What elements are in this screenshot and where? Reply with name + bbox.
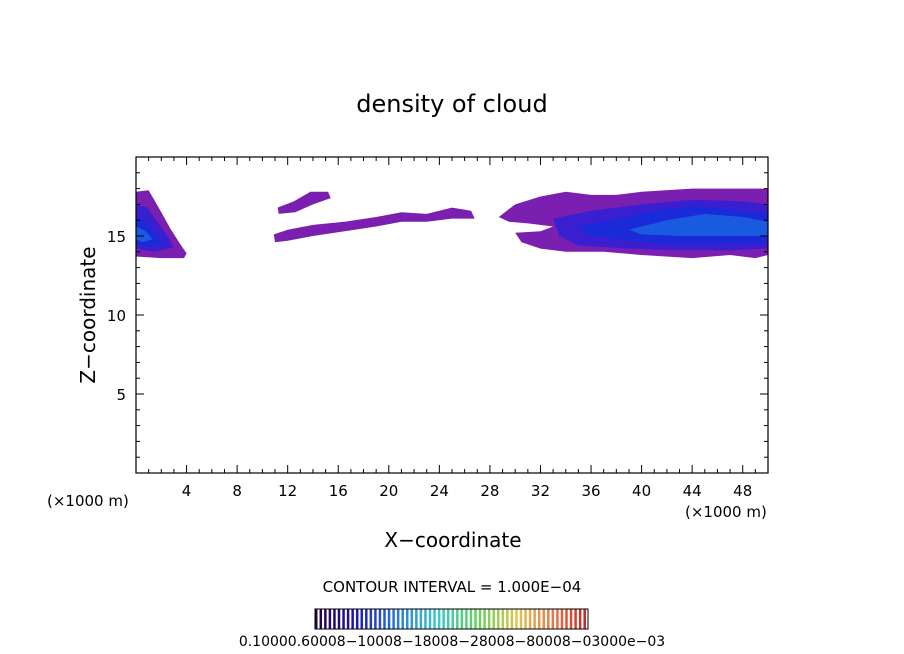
colorbar-swatch — [474, 609, 477, 629]
colorbar-swatch — [337, 609, 341, 629]
colorbar-swatch — [460, 609, 464, 629]
colorbar-swatch — [360, 609, 363, 629]
colorbar-swatch — [378, 609, 382, 629]
x-axis-label: X−coordinate — [384, 528, 521, 552]
colorbar-swatch — [547, 609, 550, 629]
contour-interval-text: CONTOUR INTERVAL = 1.000E−04 — [323, 578, 582, 596]
x-tick-label: 32 — [531, 482, 550, 500]
colorbar-swatch — [424, 609, 427, 629]
colorbar-swatch — [355, 609, 359, 629]
x-tick-label: 40 — [632, 482, 651, 500]
colorbar-swatch — [392, 609, 395, 629]
colorbar-swatch — [442, 609, 445, 629]
colorbar-swatch — [556, 609, 559, 629]
x-tick-label: 44 — [683, 482, 702, 500]
x-tick-label: 8 — [232, 482, 242, 500]
colorbar-swatch — [497, 609, 500, 629]
colorbar-swatch — [583, 609, 586, 629]
colorbar-swatch — [551, 609, 555, 629]
x-unit-label-right: (×1000 m) — [685, 503, 767, 521]
colorbar-swatch — [374, 609, 377, 629]
colorbar-swatch — [492, 609, 495, 629]
colorbar-swatch — [528, 609, 532, 629]
colorbar-swatch — [387, 609, 391, 629]
colorbar-swatch — [383, 609, 386, 629]
colorbar — [314, 608, 589, 630]
colorbar-swatch — [324, 609, 327, 629]
colorbar-swatch — [365, 609, 368, 629]
colorbar-swatch — [524, 609, 527, 629]
colorbar-swatch — [315, 609, 318, 629]
colorbar-swatch — [456, 609, 459, 629]
colorbar-swatch — [537, 609, 541, 629]
colorbar-swatch — [478, 609, 482, 629]
colorbar-swatch — [351, 609, 354, 629]
colorbar-swatch — [406, 609, 409, 629]
colorbar-labels: 0.10000.60008−10008−18008−28008−80008−03… — [239, 634, 665, 650]
colorbar-swatch — [346, 609, 350, 629]
colorbar-swatch — [415, 609, 418, 629]
x-tick-label: 24 — [430, 482, 449, 500]
contour-regions — [136, 188, 768, 259]
colorbar-swatch — [451, 609, 454, 629]
colorbar-swatch — [501, 609, 505, 629]
x-tick-label: 28 — [480, 482, 499, 500]
colorbar-swatch — [578, 609, 582, 629]
colorbar-swatch — [469, 609, 473, 629]
x-unit-label-left: (×1000 m) — [47, 492, 129, 510]
colorbar-swatch — [569, 609, 573, 629]
colorbar-swatch — [319, 609, 323, 629]
colorbar-swatch — [519, 609, 523, 629]
colorbar-swatch — [533, 609, 536, 629]
colorbar-frame — [314, 608, 589, 630]
colorbar-swatch — [542, 609, 545, 629]
colorbar-swatch — [369, 609, 373, 629]
colorbar-swatch — [465, 609, 468, 629]
colorbar-swatch — [565, 609, 568, 629]
colorbar-swatch — [506, 609, 509, 629]
colorbar-swatch — [510, 609, 514, 629]
colorbar-swatch — [342, 609, 345, 629]
colorbar-swatch — [396, 609, 400, 629]
x-tick-label: 20 — [379, 482, 398, 500]
x-tick-label: 4 — [182, 482, 192, 500]
colorbar-swatch — [328, 609, 332, 629]
colorbar-swatch — [487, 609, 491, 629]
x-tick-label: 48 — [733, 482, 752, 500]
colorbar-swatch — [410, 609, 414, 629]
middle-thin-band-outer-contour — [273, 207, 475, 243]
left-edge-cloud-core-contour — [136, 226, 153, 243]
colorbar-swatch — [483, 609, 486, 629]
y-tick-label: 10 — [107, 307, 126, 325]
x-tick-label: 36 — [581, 482, 600, 500]
colorbar-swatch — [419, 609, 423, 629]
right-main-cloud-core-contour — [629, 213, 768, 236]
y-axis-label: Z−coordinate — [76, 246, 100, 383]
x-tick-label: 12 — [278, 482, 297, 500]
colorbar-swatch — [574, 609, 577, 629]
colorbar-swatch — [401, 609, 404, 629]
upper-small-band-outer-contour — [277, 191, 331, 214]
y-tick-label: 5 — [116, 386, 126, 404]
colorbar-swatch — [515, 609, 518, 629]
colorbar-swatch — [333, 609, 336, 629]
chart-title: density of cloud — [356, 90, 547, 118]
x-tick-label: 16 — [329, 482, 348, 500]
colorbar-swatch — [446, 609, 450, 629]
y-tick-label: 15 — [107, 228, 126, 246]
colorbar-swatch — [560, 609, 564, 629]
colorbar-swatch — [437, 609, 441, 629]
colorbar-swatch — [433, 609, 436, 629]
colorbar-swatch — [428, 609, 432, 629]
